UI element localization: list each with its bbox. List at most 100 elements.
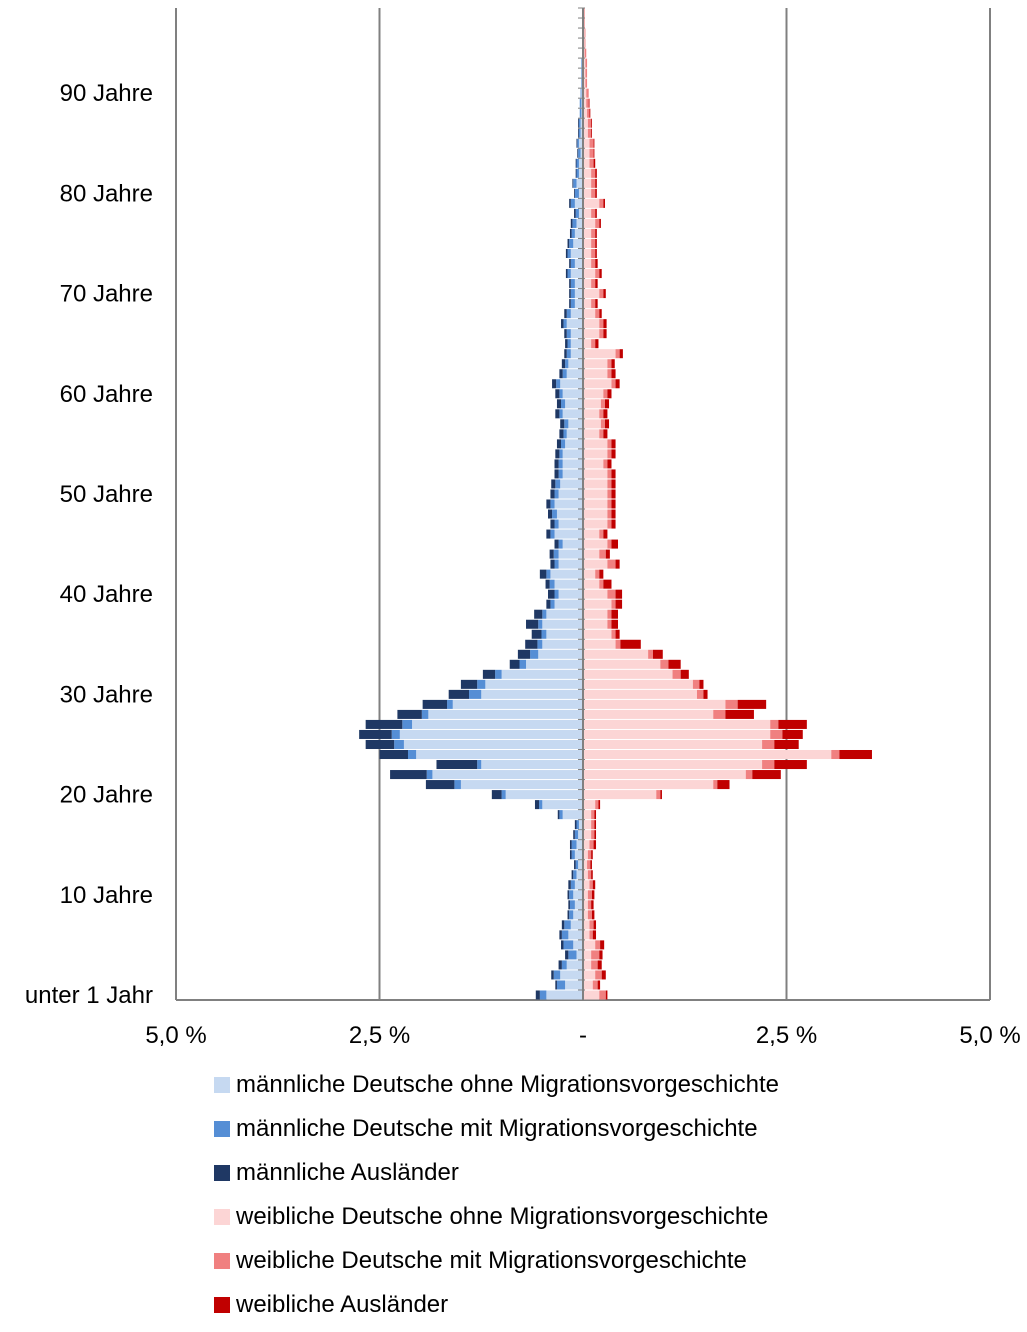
bar-female-1-age-6 <box>589 930 593 940</box>
bar-female-2-age-55 <box>611 439 616 449</box>
bar-male-0-age-4 <box>576 950 583 960</box>
y-tick-label-70: 70 Jahre <box>60 281 153 308</box>
bar-male-0-age-5 <box>573 940 583 950</box>
bar-female-1-age-55 <box>607 439 612 449</box>
bar-male-0-age-68 <box>570 309 583 319</box>
bar-male-2-age-22 <box>390 770 427 780</box>
bar-female-0-age-11 <box>583 880 590 890</box>
bar-male-2-age-18 <box>557 810 560 820</box>
bar-male-0-age-48 <box>556 509 583 519</box>
bar-male-1-age-84 <box>578 148 581 158</box>
bar-female-0-age-21 <box>583 780 714 790</box>
legend-item-4: weibliche Deutsche mit Migrationsvorgesc… <box>214 1244 1014 1278</box>
bar-female-0-age-85 <box>583 138 590 148</box>
bar-male-0-age-50 <box>558 489 583 499</box>
bar-female-2-age-35 <box>620 639 641 649</box>
bar-male-2-age-40 <box>547 589 555 599</box>
bar-female-1-age-93 <box>585 58 588 68</box>
bar-male-0-age-54 <box>562 449 583 459</box>
bar-male-0-age-24 <box>416 749 583 760</box>
y-tick-label-10: 10 Jahre <box>60 882 153 909</box>
bar-female-0-age-1 <box>583 980 593 990</box>
bar-female-0-age-22 <box>583 770 746 780</box>
bar-male-0-age-25 <box>403 739 583 749</box>
bar-female-1-age-31 <box>692 679 700 689</box>
bar-male-0-age-71 <box>574 279 583 289</box>
bar-female-1-age-88 <box>587 108 590 118</box>
bar-male-0-age-28 <box>428 709 583 719</box>
bar-male-0-age-77 <box>576 218 583 228</box>
bar-female-0-age-88 <box>583 108 588 118</box>
bar-female-1-age-75 <box>591 238 596 248</box>
bar-male-0-age-38 <box>546 609 583 619</box>
bar-female-2-age-41 <box>603 579 612 589</box>
bar-male-0-age-47 <box>558 519 583 529</box>
bar-female-1-age-3 <box>591 960 598 970</box>
bar-male-2-age-45 <box>554 539 559 549</box>
bar-female-0-age-6 <box>583 930 590 940</box>
bar-female-2-age-37 <box>611 619 619 629</box>
bar-male-2-age-2 <box>551 970 554 980</box>
bar-female-2-age-86 <box>591 128 592 138</box>
bar-female-1-age-92 <box>585 68 588 78</box>
bar-female-0-age-60 <box>583 389 604 399</box>
bar-female-1-age-21 <box>713 780 718 790</box>
bar-female-0-age-51 <box>583 479 608 489</box>
bar-female-0-age-7 <box>583 920 590 930</box>
bar-female-0-age-80 <box>583 188 592 198</box>
legend-item-1: männliche Deutsche mit Migrationsvorgesc… <box>214 1112 1014 1146</box>
bar-male-1-age-81 <box>573 178 577 188</box>
bar-female-2-age-68 <box>599 309 602 319</box>
bar-male-2-age-6 <box>559 930 562 940</box>
bar-female-0-age-37 <box>583 619 608 629</box>
bar-male-2-age-46 <box>546 529 551 539</box>
bar-female-0-age-71 <box>583 279 592 289</box>
bar-male-1-age-70 <box>570 289 575 299</box>
bar-female-1-age-90 <box>586 88 589 98</box>
bar-male-1-age-29 <box>447 699 453 709</box>
bar-male-1-age-31 <box>477 679 486 689</box>
bar-female-1-age-51 <box>607 479 612 489</box>
bar-male-0-age-27 <box>412 719 583 729</box>
bar-male-0-age-0 <box>546 990 583 1000</box>
bar-male-2-age-86 <box>578 128 579 138</box>
bar-male-0-age-19 <box>542 800 583 810</box>
bar-female-0-age-41 <box>583 579 600 589</box>
bar-female-0-age-55 <box>583 439 608 449</box>
bar-female-2-age-78 <box>595 208 597 218</box>
bar-female-1-age-43 <box>607 559 616 569</box>
bar-female-1-age-50 <box>607 489 612 499</box>
legend-item-5: weibliche Ausländer <box>214 1288 1014 1322</box>
bar-female-1-age-14 <box>587 850 592 860</box>
bar-female-1-age-42 <box>595 569 600 579</box>
bar-female-0-age-14 <box>583 850 588 860</box>
bar-male-0-age-83 <box>578 158 583 168</box>
bar-female-0-age-13 <box>583 860 588 870</box>
bar-male-2-age-80 <box>574 188 575 198</box>
bar-female-2-age-10 <box>591 890 595 900</box>
bar-male-2-age-59 <box>556 399 562 409</box>
bar-male-0-age-55 <box>565 439 583 449</box>
bar-female-0-age-4 <box>583 950 592 960</box>
bar-female-1-age-80 <box>591 188 596 198</box>
bar-female-1-age-52 <box>607 469 612 479</box>
bar-male-1-age-36 <box>541 629 547 639</box>
bar-male-1-age-53 <box>558 459 563 469</box>
bar-male-1-age-32 <box>495 669 502 679</box>
bar-female-1-age-44 <box>599 549 606 559</box>
bar-male-2-age-14 <box>569 850 572 860</box>
bar-male-2-age-71 <box>569 279 571 289</box>
bar-female-1-age-32 <box>672 669 681 679</box>
center-axis <box>578 7 585 1000</box>
legend-swatch-1 <box>214 1121 230 1137</box>
bar-male-0-age-58 <box>562 409 583 419</box>
bar-male-1-age-79 <box>570 198 575 208</box>
bar-female-2-age-52 <box>611 469 616 479</box>
bar-female-0-age-59 <box>583 399 601 409</box>
bar-male-1-age-39 <box>550 599 555 609</box>
bar-male-0-age-49 <box>554 499 583 509</box>
bar-male-1-age-13 <box>575 860 579 870</box>
bar-female-0-age-92 <box>583 68 586 78</box>
legend-label-5: weibliche Ausländer <box>236 1291 449 1318</box>
bar-male-2-age-55 <box>556 439 562 449</box>
